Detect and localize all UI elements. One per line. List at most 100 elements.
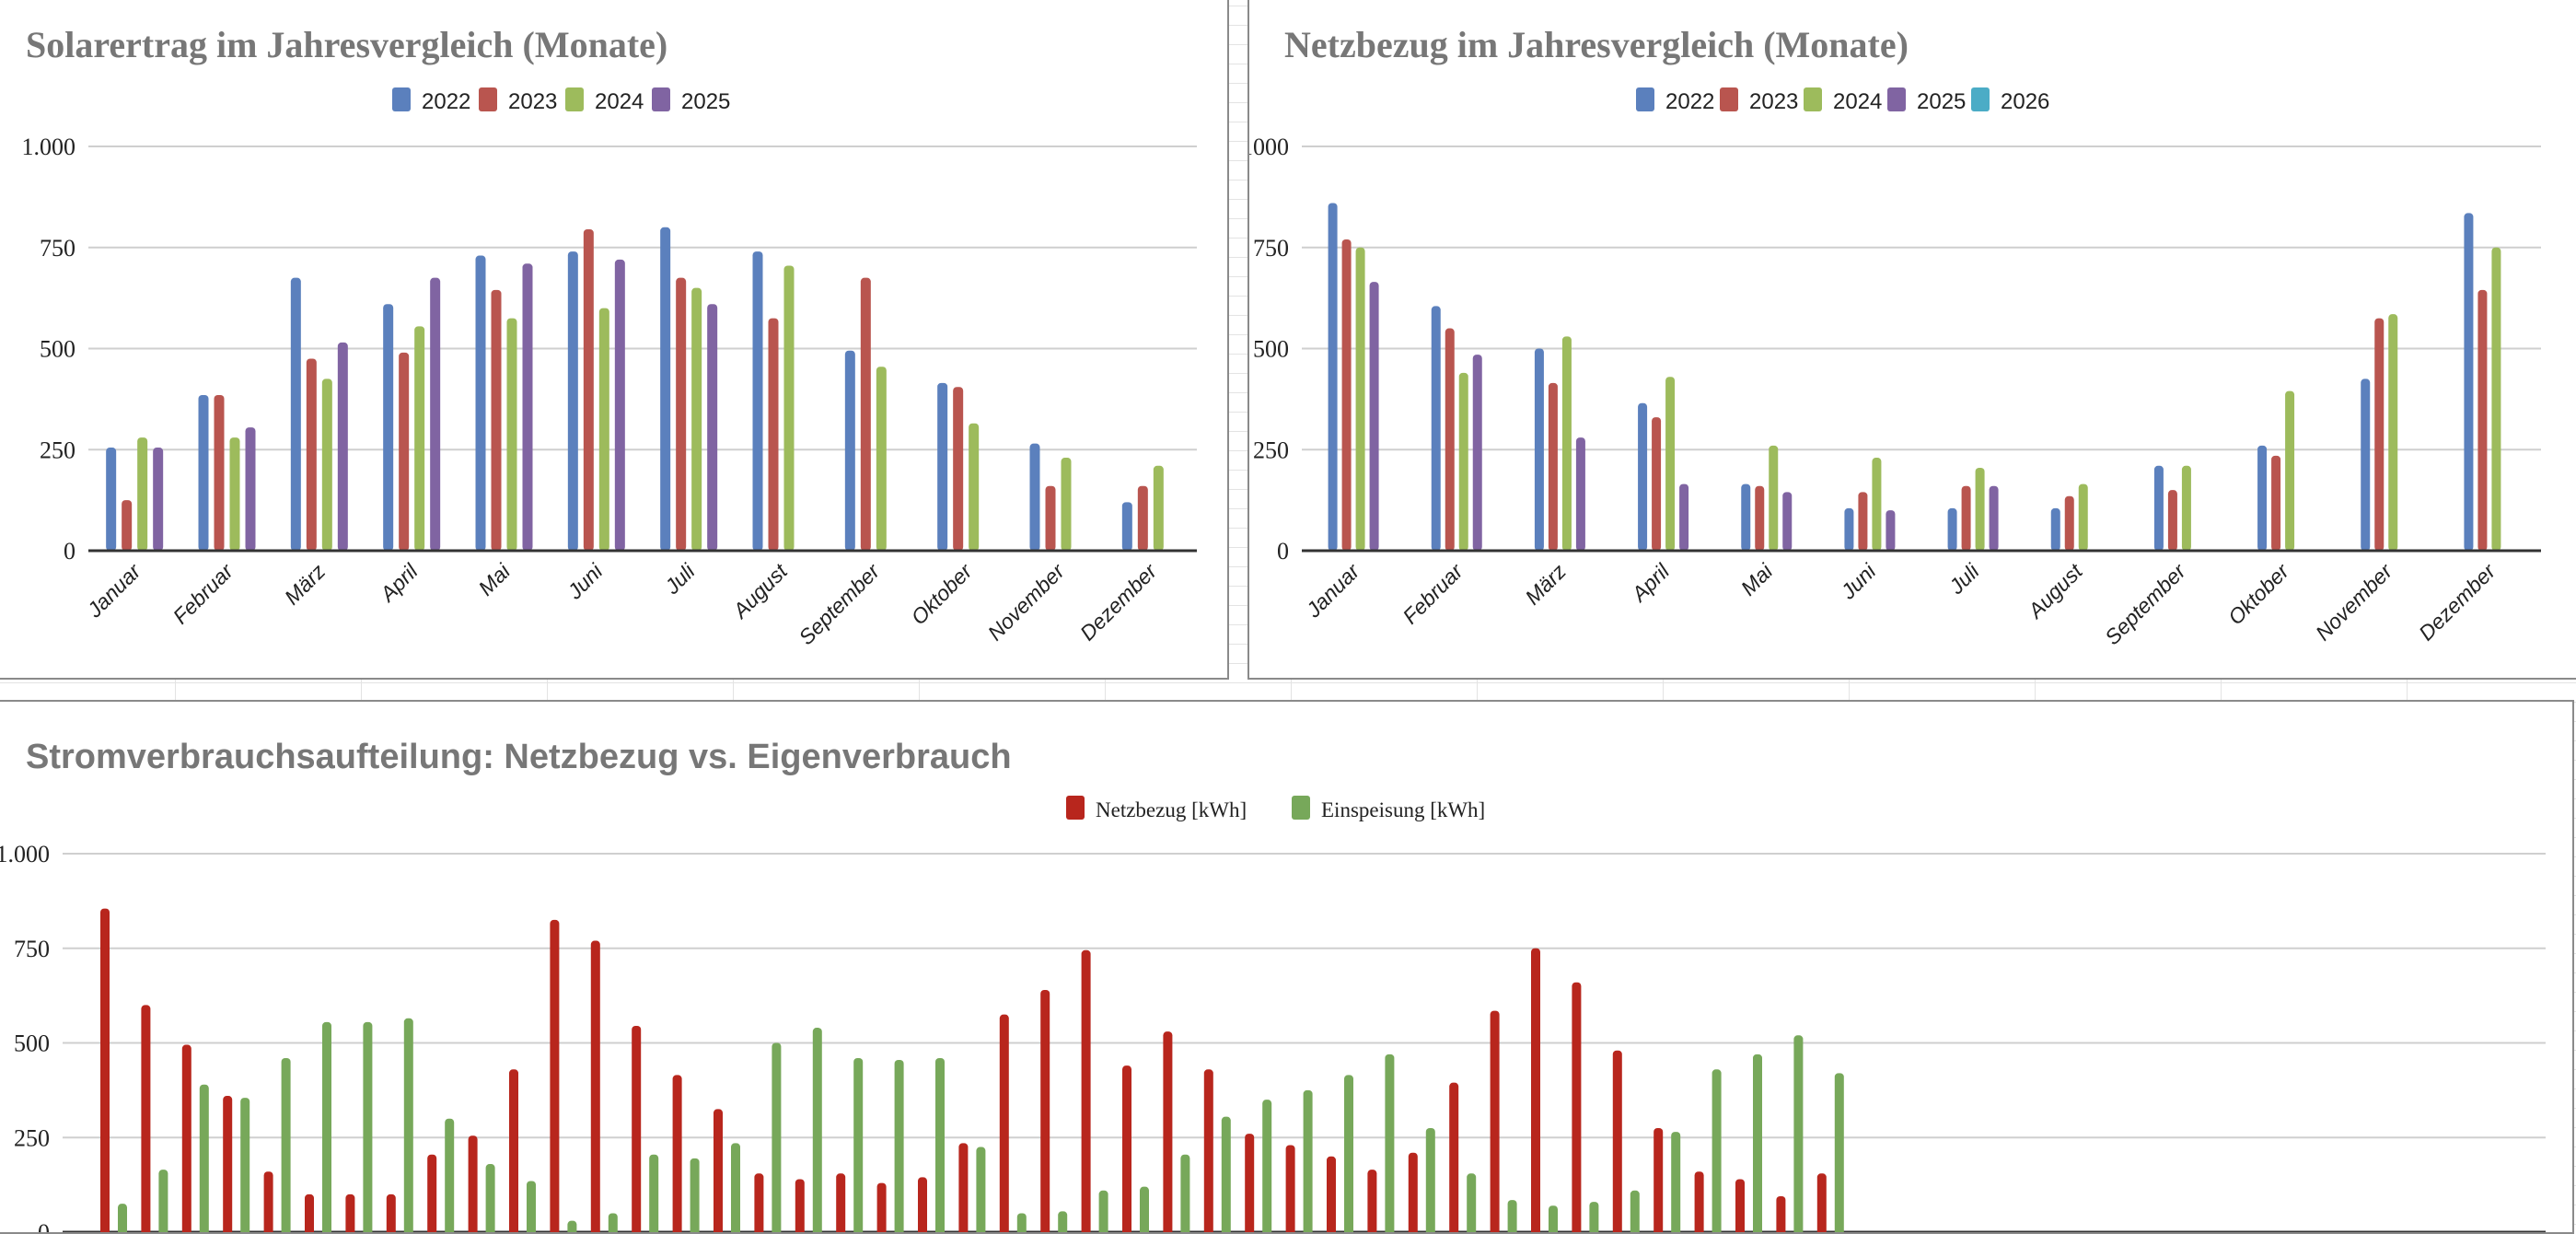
y-tick-label: 750	[14, 936, 50, 962]
bar-netzbezug-30	[1327, 1157, 1336, 1234]
bar-einspeisung-7	[404, 1019, 413, 1234]
bar-einspeisung-35	[1549, 1205, 1558, 1234]
legend-label: 2025	[1917, 89, 1966, 114]
y-tick-label: 1000	[1249, 134, 1289, 160]
legend-label: 2024	[595, 89, 644, 114]
bar-netzbezug-29	[1286, 1145, 1295, 1234]
bar-einspeisung-10	[527, 1182, 536, 1234]
legend-swatch	[565, 87, 584, 111]
legend-label: 2023	[508, 89, 557, 114]
bar-netzbezug-11	[550, 920, 559, 1234]
bar-netzbezug-23	[1040, 990, 1050, 1234]
bar-einspeisung-21	[976, 1147, 985, 1234]
y-tick-label: 1.000	[0, 841, 50, 867]
chart-stromverbrauchsaufteilung[interactable]: Stromverbrauchsaufteilung: Netzbezug vs.…	[0, 700, 2574, 1234]
bar-2024-8	[876, 367, 887, 551]
bar-einspeisung-37	[1630, 1191, 1640, 1234]
bar-2025-5	[615, 260, 625, 551]
bar-2023-0	[1342, 239, 1352, 551]
bar-2023-6	[676, 278, 686, 551]
bar-2022-3	[383, 304, 393, 551]
bar-einspeisung-38	[1671, 1132, 1680, 1234]
bar-einspeisung-30	[1344, 1075, 1353, 1234]
legend-swatch	[1804, 87, 1822, 111]
bar-2022-11	[1122, 502, 1132, 551]
bar-einspeisung-12	[609, 1213, 618, 1234]
bar-netzbezug-38	[1654, 1128, 1663, 1234]
bar-einspeisung-24	[1099, 1191, 1108, 1234]
x-tick-label: Mai	[1736, 559, 1778, 600]
bar-einspeisung-33	[1467, 1173, 1476, 1234]
bar-2023-7	[769, 319, 779, 551]
bar-2025-4	[1782, 492, 1792, 551]
chart-title: Solarertrag im Jahresvergleich (Monate)	[26, 24, 667, 65]
bar-netzbezug-10	[509, 1069, 518, 1234]
bar-einspeisung-41	[1793, 1035, 1803, 1234]
bar-netzbezug-31	[1367, 1170, 1376, 1234]
bar-2025-3	[1679, 484, 1688, 551]
bar-netzbezug-0	[100, 909, 110, 1234]
legend-swatch	[1887, 87, 1906, 111]
bar-2024-8	[2182, 466, 2191, 551]
y-tick-label: 0	[1277, 538, 1289, 565]
x-tick-label: September	[794, 558, 885, 649]
bar-netzbezug-12	[591, 941, 600, 1234]
chart-solarertrag[interactable]: Solarertrag im Jahresvergleich (Monate) …	[0, 0, 1229, 680]
bar-netzbezug-4	[264, 1171, 273, 1234]
bar-2025-0	[153, 448, 163, 551]
x-tick-label: April	[1626, 559, 1675, 608]
bar-2024-2	[322, 378, 332, 551]
bar-2023-4	[1755, 486, 1764, 551]
chart-stromverbrauch-svg: Stromverbrauchsaufteilung: Netzbezug vs.…	[0, 702, 2574, 1234]
bar-einspeisung-5	[322, 1022, 331, 1234]
bar-2025-6	[1990, 486, 1999, 551]
bar-einspeisung-29	[1304, 1090, 1313, 1234]
legend-swatch	[652, 87, 670, 111]
bar-netzbezug-25	[1122, 1065, 1131, 1234]
y-tick-label: 500	[1253, 336, 1289, 363]
bar-2024-4	[507, 319, 517, 551]
chart-netzbezug[interactable]: Netzbezug im Jahresvergleich (Monate) 0 2…	[1247, 0, 2576, 680]
bar-2022-2	[291, 278, 301, 551]
chart-title: Netzbezug im Jahresvergleich (Monate)	[1284, 24, 1909, 65]
bar-netzbezug-1	[141, 1005, 150, 1234]
bar-2024-7	[784, 266, 795, 551]
bar-2024-7	[2079, 484, 2088, 551]
y-tick-label: 500	[40, 336, 75, 363]
bar-einspeisung-20	[935, 1058, 945, 1234]
bar-einspeisung-19	[895, 1060, 904, 1234]
bar-2024-4	[1769, 446, 1778, 551]
legend-swatch	[1066, 796, 1085, 820]
bar-netzbezug-39	[1695, 1171, 1704, 1234]
chart-solarertrag-svg: Solarertrag im Jahresvergleich (Monate) …	[0, 0, 1229, 680]
legend-swatch	[1292, 796, 1310, 820]
bar-netzbezug-13	[632, 1026, 641, 1234]
bar-netzbezug-36	[1572, 983, 1581, 1234]
bar-einspeisung-42	[1835, 1073, 1844, 1234]
legend-swatch	[1636, 87, 1654, 111]
bar-einspeisung-36	[1589, 1202, 1598, 1234]
bar-2024-6	[1976, 468, 1985, 551]
bar-2025-1	[1473, 355, 1482, 551]
bar-2022-10	[2361, 378, 2370, 551]
legend-label: Einspeisung [kWh]	[1321, 798, 1485, 821]
bar-2022-10	[1030, 444, 1040, 551]
x-tick-label: Februar	[1398, 558, 1468, 628]
bar-2023-10	[1046, 486, 1056, 551]
bar-2023-11	[2477, 290, 2487, 551]
x-tick-label: April	[374, 559, 423, 608]
x-tick-label: Juni	[562, 559, 608, 605]
bar-2022-7	[2051, 508, 2060, 551]
chart-title: Stromverbrauchsaufteilung: Netzbezug vs.…	[26, 738, 1012, 776]
bar-2023-11	[1138, 486, 1148, 551]
x-tick-label: Oktober	[906, 558, 977, 629]
bar-2022-7	[753, 251, 763, 551]
bar-2024-1	[230, 437, 240, 551]
bar-einspeisung-26	[1180, 1155, 1189, 1234]
bar-2023-8	[2168, 490, 2177, 551]
bar-einspeisung-1	[158, 1170, 168, 1234]
bar-2022-5	[1844, 508, 1853, 551]
bar-netzbezug-9	[469, 1135, 478, 1234]
bar-netzbezug-34	[1491, 1011, 1500, 1234]
bar-2023-7	[2065, 496, 2074, 551]
